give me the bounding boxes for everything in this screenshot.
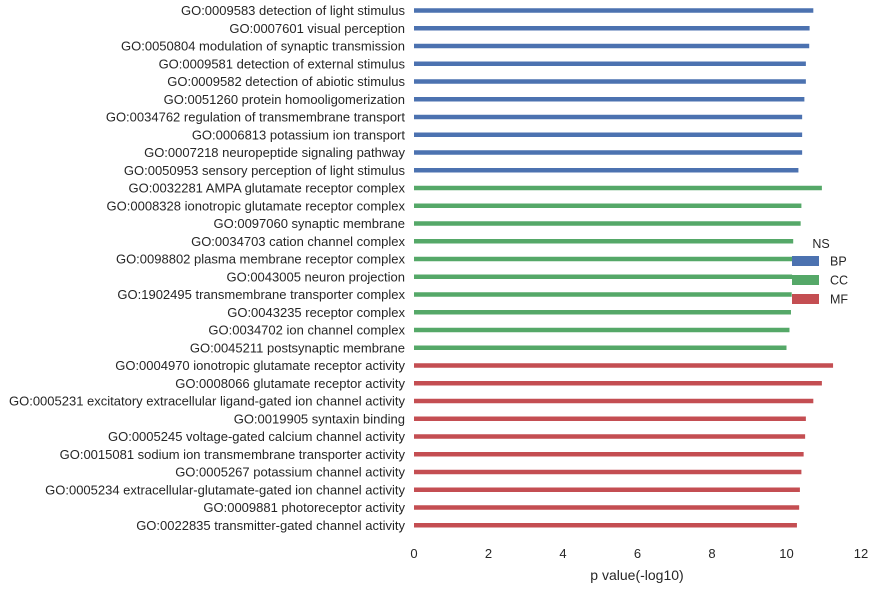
bar-mf-25 — [414, 434, 806, 439]
bar-mf-30 — [414, 523, 797, 528]
bar-bp-9 — [414, 150, 803, 155]
bar-bp-2 — [414, 26, 810, 31]
bar-cc-12 — [414, 203, 802, 208]
x-tick-labels-layer: 0 2 4 6 8 10 12 — [410, 546, 868, 561]
bar-mf-28 — [414, 487, 800, 492]
category-label: GO:0006813 potassium ion transport — [192, 127, 406, 142]
x-tick-label: 6 — [634, 546, 641, 561]
bar-mf-23 — [414, 398, 814, 404]
category-label: GO:0034703 cation channel complex — [191, 234, 405, 249]
legend-title: NS — [812, 237, 829, 251]
legend: NS BP CC MF — [792, 237, 848, 307]
category-label: GO:0005245 voltage-gated calcium channel… — [108, 429, 406, 444]
bar-bp-5 — [414, 79, 806, 84]
bar-cc-13 — [414, 221, 801, 226]
category-label: GO:0043235 receptor complex — [227, 305, 405, 320]
x-axis-title: p value(-log10) — [590, 567, 683, 583]
bar-cc-14 — [414, 239, 794, 244]
category-label: GO:0005231 excitatory extracellular liga… — [9, 394, 406, 409]
category-label: GO:0015081 sodium ion transmembrane tran… — [60, 447, 406, 462]
bar-mf-24 — [414, 416, 806, 421]
category-label: GO:0009583 detection of light stimulus — [181, 3, 406, 18]
category-label: GO:0034762 regulation of transmembrane t… — [106, 110, 406, 125]
bar-mf-29 — [414, 505, 800, 510]
bar-cc-18 — [414, 310, 791, 315]
category-label: GO:0050953 sensory perception of light s… — [124, 163, 406, 178]
bar-bp-7 — [414, 114, 803, 120]
category-label: GO:0098802 plasma membrane receptor comp… — [116, 252, 406, 267]
bar-mf-21 — [414, 363, 834, 368]
bar-bp-4 — [414, 61, 806, 66]
category-label: GO:0004970 ionotropic glutamate receptor… — [115, 358, 405, 373]
legend-swatch-mf — [792, 294, 819, 304]
category-label: GO:0008328 ionotropic glutamate receptor… — [107, 198, 406, 213]
category-label: GO:1902495 transmembrane transporter com… — [117, 287, 405, 302]
bar-mf-22 — [414, 381, 822, 386]
bar-bp-10 — [414, 168, 799, 173]
category-label: GO:0043005 neuron projection — [226, 269, 405, 284]
category-label: GO:0019905 syntaxin binding — [234, 411, 405, 426]
category-label: GO:0097060 synaptic membrane — [214, 216, 406, 231]
bar-cc-17 — [414, 292, 792, 297]
x-tick-label: 10 — [779, 546, 793, 561]
category-label: GO:0005267 potassium channel activity — [175, 465, 405, 480]
legend-swatch-bp — [792, 256, 819, 266]
category-label: GO:0009881 photoreceptor activity — [203, 500, 405, 515]
legend-label-bp: BP — [830, 255, 847, 269]
bar-mf-26 — [414, 452, 804, 457]
category-label: GO:0005234 extracellular-glutamate-gated… — [45, 482, 405, 497]
category-label: GO:0022835 transmitter-gated channel act… — [136, 518, 405, 533]
bar-bp-3 — [414, 43, 810, 49]
category-labels-layer: GO:0009583 detection of light stimulus GO… — [9, 3, 406, 533]
category-label: GO:0045211 postsynaptic membrane — [190, 340, 405, 355]
category-label: GO:0007218 neuropeptide signaling pathwa… — [144, 145, 405, 160]
bar-bp-1 — [414, 8, 814, 13]
category-label: GO:0007601 visual perception — [229, 21, 405, 36]
bar-cc-19 — [414, 327, 790, 333]
legend-swatch-cc — [792, 275, 819, 285]
category-label: GO:0009581 detection of external stimulu… — [159, 56, 406, 71]
category-label: GO:0008066 glutamate receptor activity — [175, 376, 405, 391]
x-tick-label: 4 — [559, 546, 566, 561]
category-label: GO:0032281 AMPA glutamate receptor compl… — [128, 181, 405, 196]
category-label: GO:0034702 ion channel complex — [208, 323, 405, 338]
legend-label-cc: CC — [830, 274, 848, 288]
x-tick-label: 12 — [854, 546, 868, 561]
bar-cc-11 — [414, 185, 822, 191]
category-label: GO:0050804 modulation of synaptic transm… — [121, 39, 405, 54]
x-tick-label: 2 — [485, 546, 492, 561]
x-tick-label: 8 — [708, 546, 715, 561]
bar-bp-6 — [414, 97, 805, 102]
bars-layer — [414, 8, 834, 528]
x-tick-label: 0 — [410, 546, 417, 561]
bar-mf-27 — [414, 469, 802, 475]
bar-cc-15 — [414, 256, 793, 262]
category-label: GO:0009582 detection of abiotic stimulus — [167, 74, 405, 89]
legend-label-mf: MF — [830, 293, 848, 307]
bar-cc-20 — [414, 345, 787, 350]
category-label: GO:0051260 protein homooligomerization — [164, 92, 405, 107]
bar-cc-16 — [414, 274, 793, 279]
bar-bp-8 — [414, 132, 803, 137]
